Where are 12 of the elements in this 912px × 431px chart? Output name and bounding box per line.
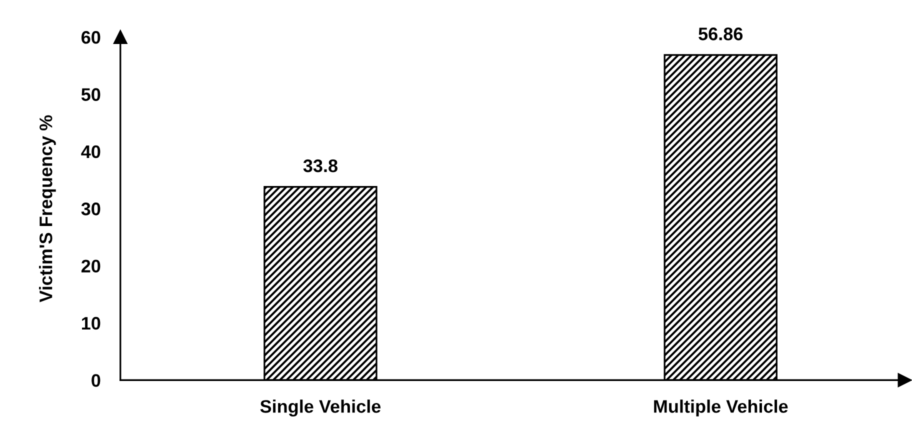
y-tick-label: 50 [81,88,100,101]
y-tick-label: 0 [92,374,100,387]
y-tick-label: 30 [81,202,100,216]
y-tick-label: 60 [82,31,100,44]
x-tick-label: Multiple Vehicle [654,400,788,416]
data-label: 56.86 [698,28,743,40]
data-label: 33.8 [303,159,338,172]
x-tick-label: Single Vehicle [260,400,381,416]
y-tick-label: 20 [81,260,100,273]
y-axis-title: Victim'S Frequency % [39,115,56,302]
y-tick-label: 40 [81,145,100,158]
y-tick-label: 10 [82,316,100,330]
